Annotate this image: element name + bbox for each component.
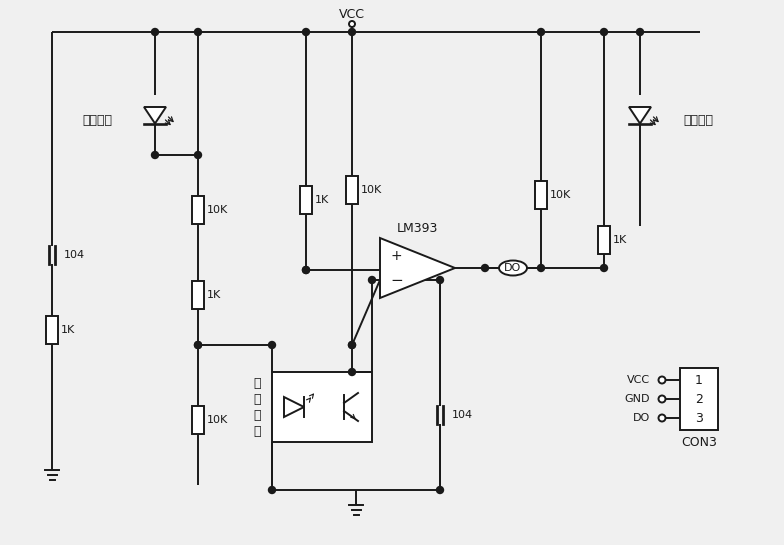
Text: +: + xyxy=(390,249,401,263)
Bar xyxy=(192,281,204,309)
Circle shape xyxy=(637,28,644,35)
Text: 104: 104 xyxy=(452,410,473,420)
Text: −: − xyxy=(390,272,403,288)
Text: 开关指示: 开关指示 xyxy=(683,113,713,126)
Circle shape xyxy=(659,415,666,421)
Bar xyxy=(192,406,204,434)
Circle shape xyxy=(538,28,545,35)
Circle shape xyxy=(268,487,275,494)
Ellipse shape xyxy=(499,261,527,276)
Text: LM393: LM393 xyxy=(397,221,438,234)
Text: CON3: CON3 xyxy=(681,435,717,449)
Circle shape xyxy=(303,28,310,35)
Circle shape xyxy=(349,21,355,27)
Text: 电源指示: 电源指示 xyxy=(82,113,112,126)
Circle shape xyxy=(349,368,355,376)
Circle shape xyxy=(659,396,666,403)
Polygon shape xyxy=(284,397,304,417)
Text: 1: 1 xyxy=(695,373,703,386)
Circle shape xyxy=(303,267,310,274)
Circle shape xyxy=(268,342,275,348)
Circle shape xyxy=(538,264,545,271)
Circle shape xyxy=(481,264,488,271)
Text: VCC: VCC xyxy=(339,8,365,21)
Bar xyxy=(46,316,58,344)
Text: VCC: VCC xyxy=(627,375,650,385)
Circle shape xyxy=(437,487,444,494)
Circle shape xyxy=(368,276,376,283)
Bar xyxy=(535,181,547,209)
Bar xyxy=(272,372,372,442)
Bar xyxy=(346,176,358,204)
Bar xyxy=(192,196,204,224)
Polygon shape xyxy=(629,107,651,124)
Circle shape xyxy=(601,28,608,35)
Text: DO: DO xyxy=(504,263,521,273)
Circle shape xyxy=(194,342,201,348)
Text: 2: 2 xyxy=(695,392,703,405)
Text: 10K: 10K xyxy=(207,205,228,215)
Circle shape xyxy=(194,152,201,159)
Text: 1K: 1K xyxy=(61,325,75,335)
Text: GND: GND xyxy=(625,394,650,404)
Circle shape xyxy=(194,342,201,348)
Text: 1K: 1K xyxy=(613,235,627,245)
Bar xyxy=(598,226,610,254)
Circle shape xyxy=(437,276,444,283)
Circle shape xyxy=(349,342,355,348)
Text: 104: 104 xyxy=(64,250,85,260)
Polygon shape xyxy=(144,107,166,124)
Text: 1K: 1K xyxy=(315,195,329,205)
Circle shape xyxy=(349,342,355,348)
Circle shape xyxy=(349,28,355,35)
Text: 10K: 10K xyxy=(550,190,572,200)
Bar xyxy=(300,186,312,214)
Circle shape xyxy=(659,377,666,384)
Text: 1K: 1K xyxy=(207,290,221,300)
Text: 10K: 10K xyxy=(207,415,228,425)
Circle shape xyxy=(194,28,201,35)
Bar xyxy=(680,368,718,430)
Circle shape xyxy=(601,264,608,271)
Text: DO: DO xyxy=(633,413,650,423)
Text: 3: 3 xyxy=(695,411,703,425)
Circle shape xyxy=(151,152,158,159)
Text: 10K: 10K xyxy=(361,185,383,195)
Circle shape xyxy=(151,28,158,35)
Polygon shape xyxy=(380,238,455,298)
Text: 槽
型
光
耦: 槽 型 光 耦 xyxy=(253,377,261,438)
Circle shape xyxy=(303,267,310,274)
